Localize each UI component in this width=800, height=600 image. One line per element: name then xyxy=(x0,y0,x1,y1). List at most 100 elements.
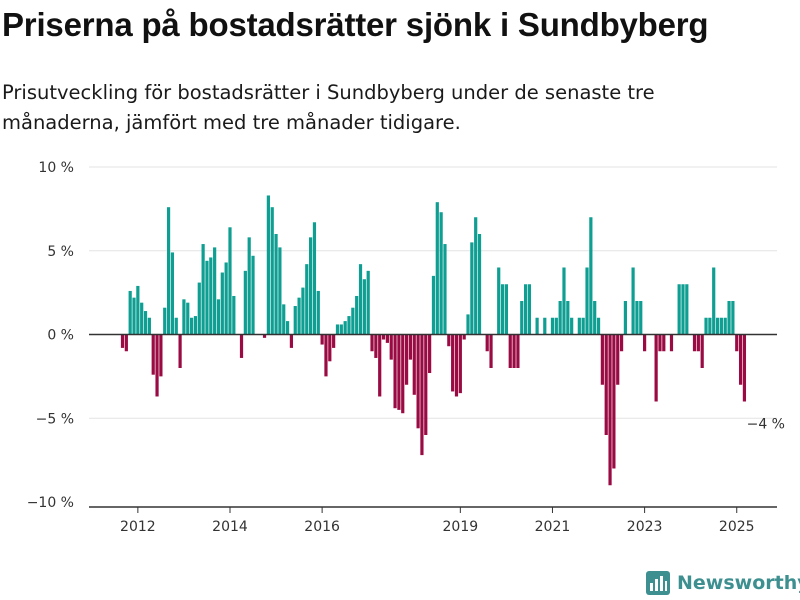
bar xyxy=(623,301,628,335)
x-tick-label: 2021 xyxy=(535,519,571,535)
bar xyxy=(320,334,324,345)
bar xyxy=(420,334,424,456)
bar xyxy=(270,207,274,335)
bar xyxy=(715,317,720,335)
bar xyxy=(566,301,570,335)
bar xyxy=(285,321,290,335)
bar xyxy=(654,334,658,402)
bar xyxy=(362,279,366,335)
bar xyxy=(332,334,336,348)
bar xyxy=(378,334,382,397)
bar xyxy=(735,334,739,352)
bar xyxy=(182,299,186,335)
bar xyxy=(282,304,286,335)
bar xyxy=(704,317,708,335)
bar xyxy=(581,317,585,335)
bar xyxy=(470,242,474,335)
chart-title: Priserna på bostadsrätter sjönk i Sundby… xyxy=(2,6,709,43)
bar xyxy=(742,334,747,402)
bar xyxy=(635,301,639,335)
bar xyxy=(497,267,501,335)
bar xyxy=(692,334,697,352)
bar xyxy=(124,334,128,352)
bar xyxy=(404,334,409,385)
bar xyxy=(128,290,132,335)
bar xyxy=(727,301,731,335)
bar xyxy=(439,212,443,335)
bar xyxy=(335,324,340,335)
bar xyxy=(619,334,624,352)
bar xyxy=(316,290,320,335)
bar xyxy=(477,234,482,335)
bar xyxy=(155,334,159,397)
bar xyxy=(516,334,520,368)
labels: 10 % 5 % 0 % −5 % −10 % 2012 2014 2016 2019 2021 2… xyxy=(27,160,785,535)
bar xyxy=(328,334,332,362)
bar xyxy=(723,317,727,335)
bar xyxy=(589,217,593,335)
bar xyxy=(289,334,294,348)
x-tick-label: 2014 xyxy=(212,519,248,535)
bar xyxy=(140,302,144,335)
bar xyxy=(205,260,209,335)
bar xyxy=(500,284,505,335)
bar xyxy=(604,334,608,435)
bar xyxy=(220,272,224,335)
bar-chart: 10 % 5 % 0 % −5 % −10 % 2012 2014 2016 2019 2021 2… xyxy=(27,160,785,535)
bar xyxy=(301,287,305,335)
bar xyxy=(658,334,662,352)
bar xyxy=(612,334,616,469)
bar xyxy=(366,270,370,335)
bar xyxy=(159,334,163,377)
bar xyxy=(431,275,436,335)
bar xyxy=(393,334,397,409)
bar xyxy=(669,334,674,352)
bar xyxy=(312,222,317,335)
bar xyxy=(347,316,351,335)
bar xyxy=(262,334,267,338)
bar xyxy=(662,334,666,352)
bar xyxy=(266,195,270,335)
bar xyxy=(132,297,136,335)
bar xyxy=(228,227,232,335)
bar xyxy=(738,334,743,385)
bar xyxy=(324,334,328,377)
bar xyxy=(305,264,309,335)
bar xyxy=(731,301,735,335)
bar xyxy=(401,334,405,414)
bar xyxy=(293,306,297,335)
bar xyxy=(643,334,647,352)
bar xyxy=(239,334,244,358)
bar xyxy=(351,307,355,335)
last-value-label: −4 % xyxy=(747,417,785,433)
bar xyxy=(416,334,420,429)
x-tick-label: 2025 xyxy=(719,519,755,535)
bar xyxy=(435,202,439,335)
y-tick-label: 0 % xyxy=(47,328,74,344)
bar xyxy=(251,255,255,335)
bar xyxy=(458,334,462,394)
bar xyxy=(550,317,555,335)
bar xyxy=(163,307,167,335)
bar xyxy=(593,301,597,335)
bar xyxy=(451,334,455,392)
y-tick-label: −5 % xyxy=(36,411,74,427)
bar xyxy=(120,334,125,348)
bar xyxy=(512,334,516,368)
y-tick-label: 10 % xyxy=(38,160,74,176)
bar xyxy=(520,301,524,335)
bar xyxy=(527,284,532,335)
bar xyxy=(243,270,247,335)
bar xyxy=(562,267,566,335)
bar xyxy=(577,317,581,335)
bar xyxy=(600,334,604,385)
bar xyxy=(147,317,151,335)
bar xyxy=(309,237,313,335)
bar xyxy=(462,334,466,340)
bar xyxy=(209,257,213,335)
bar xyxy=(397,334,401,410)
bars xyxy=(120,195,747,486)
bar xyxy=(608,334,612,486)
x-tick-label: 2016 xyxy=(304,519,340,535)
bar xyxy=(554,317,558,335)
